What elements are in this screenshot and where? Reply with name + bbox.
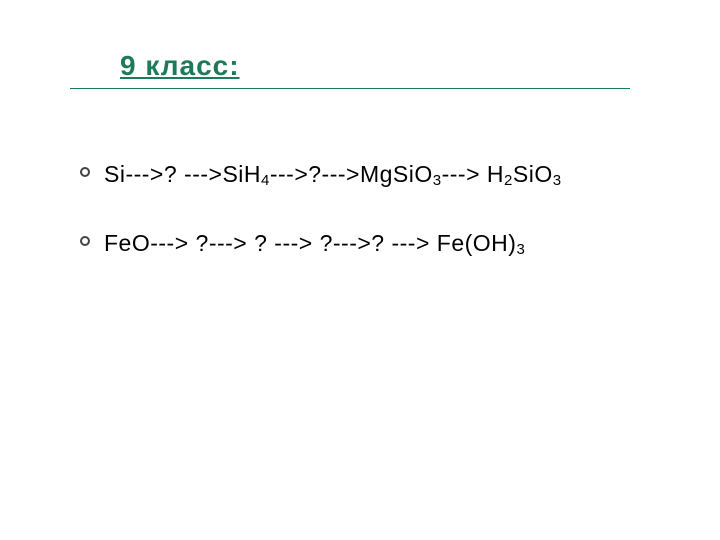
problem-line: Si--->? --->SiH4--->?--->MgSiO3---> H2Si… [80,159,660,190]
title-underline-rule [70,88,630,89]
slide-body: Si--->? --->SiH4--->?--->MgSiO3---> H2Si… [60,159,660,259]
slide-title: 9 класс: [120,50,240,82]
title-wrap: 9 класс: [120,50,660,82]
bullet-icon [80,167,90,177]
bullet-icon [80,236,90,246]
problem-line: FeO---> ?---> ? ---> ?--->? ---> Fe(OH)3 [80,228,660,259]
slide: 9 класс: Si--->? --->SiH4--->?--->MgSiO3… [0,0,720,540]
reaction-chain-1: Si--->? --->SiH4--->?--->MgSiO3---> H2Si… [104,159,562,190]
reaction-chain-2: FeO---> ?---> ? ---> ?--->? ---> Fe(OH)3 [104,228,525,259]
